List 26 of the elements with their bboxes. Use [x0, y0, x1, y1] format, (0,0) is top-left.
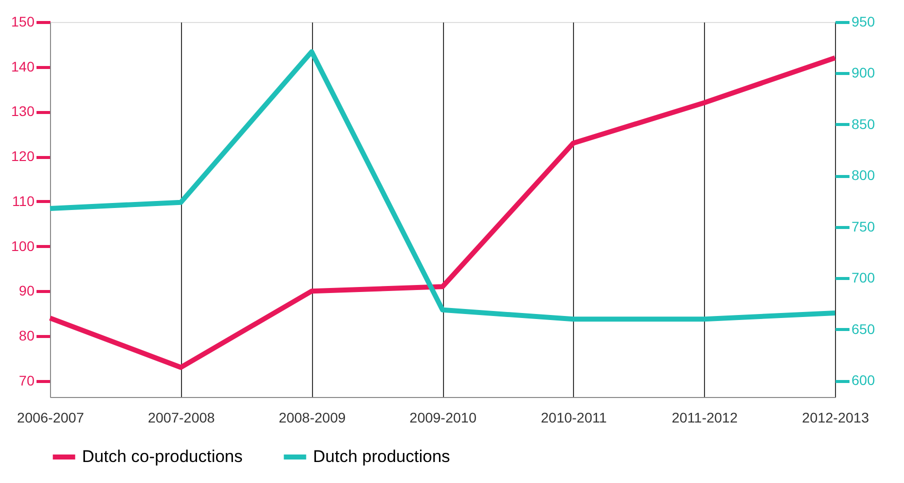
y-tick-label: 130	[11, 103, 35, 120]
legend-label: Dutch productions	[313, 447, 450, 466]
y-tick-label: 140	[11, 58, 35, 74]
y-tick-label: 70	[18, 372, 35, 388]
y2-tick-label: 850	[852, 116, 876, 132]
x-tick-label: 2007-2008	[148, 410, 216, 426]
y-tick-label: 80	[18, 327, 35, 344]
x-tick-label: 2009-2010	[410, 410, 477, 426]
y-tick-label: 90	[18, 282, 35, 299]
y2-tick-label: 750	[852, 218, 876, 234]
y-tick-label: 110	[12, 192, 35, 209]
x-tick-label: 2008-2009	[278, 410, 346, 426]
x-tick-label: 2011-2012	[672, 410, 738, 426]
y2-tick-label: 700	[852, 270, 876, 286]
y2-tick-label: 600	[852, 372, 876, 388]
legend-label: Dutch co-productions	[82, 447, 243, 466]
y-tick-label: 150	[11, 14, 35, 30]
y-tick-label: 120	[11, 148, 35, 164]
y2-tick-label: 950	[852, 14, 876, 30]
y2-tick-label: 650	[852, 320, 876, 337]
x-tick-label: 2012-2013	[802, 410, 870, 426]
x-tick-label: 2006-2007	[17, 410, 84, 426]
x-tick-label: 2010-2011	[540, 410, 607, 426]
y2-tick-label: 900	[852, 64, 876, 81]
y2-tick-label: 800	[852, 167, 876, 184]
y-tick-label: 100	[11, 238, 35, 254]
